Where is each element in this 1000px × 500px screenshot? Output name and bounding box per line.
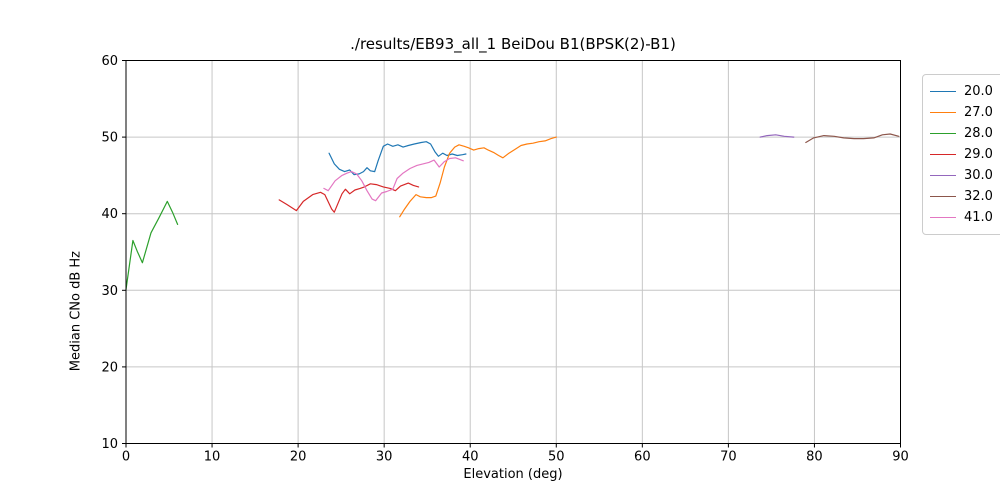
y-tick-label: 40	[101, 207, 118, 222]
x-tick-label: 40	[462, 450, 479, 465]
y-tick-label: 50	[101, 131, 118, 146]
x-tick-label: 80	[806, 450, 823, 465]
x-tick-label: 70	[720, 450, 737, 465]
legend-item: 28.0	[930, 123, 1000, 144]
legend-line-swatch	[930, 196, 956, 197]
legend-line-swatch	[930, 91, 956, 92]
legend-item: 27.0	[930, 102, 1000, 123]
x-tick-label: 30	[376, 450, 393, 465]
x-tick-label: 90	[892, 450, 909, 465]
legend-line-swatch	[930, 154, 956, 155]
legend-label: 28.0	[964, 126, 993, 141]
legend-label: 29.0	[964, 147, 993, 162]
y-tick-label: 30	[101, 284, 118, 299]
series-line-28.0	[125, 200, 179, 291]
legend-label: 32.0	[964, 189, 993, 204]
series-line-27.0	[399, 136, 557, 218]
legend-label: 30.0	[964, 168, 993, 183]
series-line-32.0	[805, 133, 900, 144]
legend-line-swatch	[930, 112, 956, 113]
legend-item: 41.0	[930, 207, 1000, 228]
series-line-41.0	[323, 157, 464, 202]
legend: 20.0 27.0 28.0 29.0 30.0 32.0 41.0	[922, 74, 1000, 235]
y-tick-label: 20	[101, 360, 118, 375]
legend-label: 41.0	[964, 210, 993, 225]
series-line-30.0	[759, 134, 795, 138]
axes-spines	[125, 60, 901, 444]
legend-line-swatch	[930, 133, 956, 134]
legend-label: 20.0	[964, 84, 993, 99]
series-line-29.0	[278, 182, 420, 213]
y-tick-label: 10	[101, 437, 118, 452]
x-axis-label: Elevation (deg)	[463, 467, 563, 482]
legend-label: 27.0	[964, 105, 993, 120]
x-tick-label: 50	[548, 450, 565, 465]
legend-line-swatch	[930, 175, 956, 176]
legend-item: 29.0	[930, 144, 1000, 165]
series-line-20.0	[328, 141, 467, 176]
legend-item: 30.0	[930, 165, 1000, 186]
chart-title: ./results/EB93_all_1 BeiDou B1(BPSK(2)-B…	[350, 35, 676, 53]
x-tick-label: 10	[204, 450, 221, 465]
legend-item: 20.0	[930, 81, 1000, 102]
x-tick-label: 60	[634, 450, 651, 465]
x-tick-label: 20	[290, 450, 307, 465]
y-tick-label: 60	[101, 54, 118, 69]
legend-item: 32.0	[930, 186, 1000, 207]
legend-line-swatch	[930, 217, 956, 218]
x-tick-label: 0	[122, 450, 130, 465]
